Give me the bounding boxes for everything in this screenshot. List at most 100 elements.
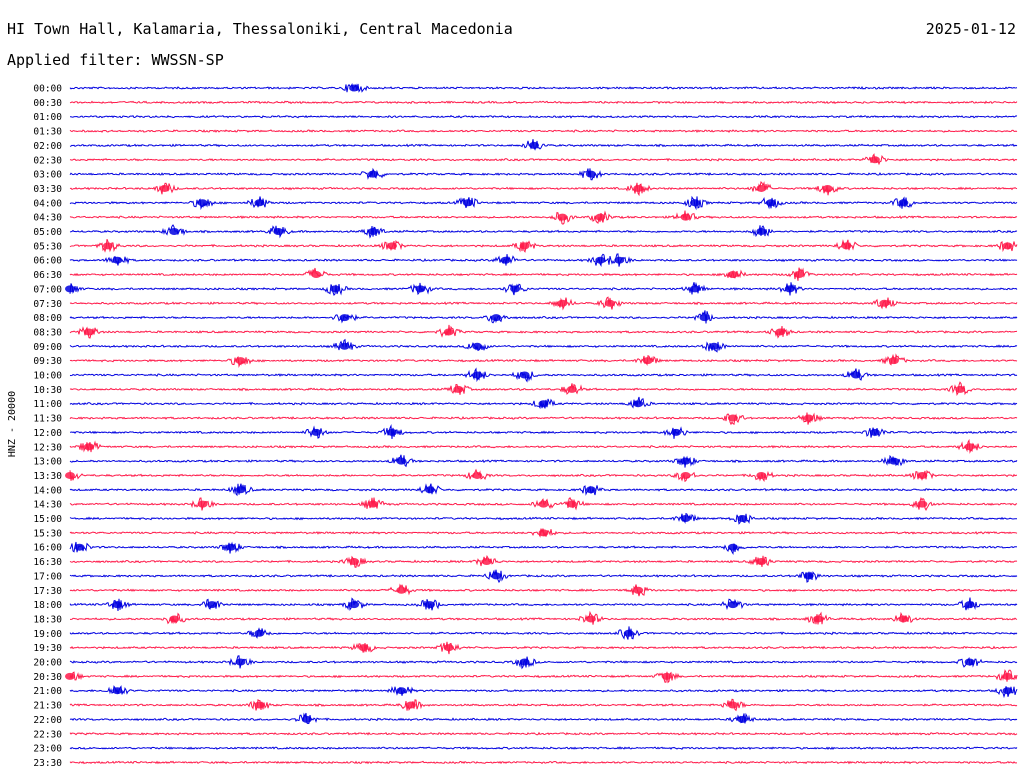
seismic-event-burst <box>680 457 691 465</box>
trace-line <box>69 554 1018 568</box>
seismic-event-burst <box>699 314 710 322</box>
seismic-event-burst <box>254 199 265 207</box>
seismic-event-burst <box>481 558 492 566</box>
time-tick-label: 08:00 <box>33 313 62 324</box>
seismic-event-burst <box>462 199 473 207</box>
seismic-event-burst <box>813 615 824 623</box>
seismic-event-burst <box>888 357 899 365</box>
trace-line <box>69 195 1018 211</box>
time-tick-label: 14:00 <box>33 485 62 496</box>
trace-line <box>69 641 1018 655</box>
seismic-event-burst <box>65 672 75 680</box>
trace-line <box>69 468 1018 483</box>
time-tick-label: 21:30 <box>33 701 62 712</box>
seismic-event-burst <box>851 371 861 379</box>
seismic-event-burst <box>727 414 738 422</box>
seismic-event-burst <box>680 213 691 221</box>
trace-line <box>69 760 1018 765</box>
time-tick-label: 16:00 <box>33 543 62 554</box>
seismic-event-burst <box>633 400 644 408</box>
seismic-event-burst <box>737 715 748 723</box>
seismic-event-burst <box>349 601 360 609</box>
time-tick-label: 01:30 <box>33 127 62 138</box>
time-tick-label: 00:30 <box>33 98 62 109</box>
seismic-event-burst <box>633 184 644 192</box>
seismic-event-burst <box>955 385 966 393</box>
trace-line <box>70 610 1018 625</box>
seismic-event-burst <box>557 213 568 221</box>
time-tick-label: 23:30 <box>33 758 62 769</box>
time-tick-label: 21:00 <box>33 686 62 697</box>
seismic-event-burst <box>642 357 653 365</box>
time-tick-label: 10:00 <box>33 371 62 382</box>
y-axis-label: HNZ - 20000 <box>7 391 18 457</box>
time-tick-label: 17:30 <box>33 586 62 597</box>
trace-line <box>69 224 1018 239</box>
trace-line <box>69 367 1018 383</box>
seismic-event-burst <box>358 644 369 652</box>
time-tick-label: 18:00 <box>33 600 62 611</box>
trace-line <box>69 746 1018 750</box>
seismic-event-burst <box>614 256 625 264</box>
trace-line <box>69 438 1018 454</box>
seismic-event-burst <box>585 170 596 178</box>
seismic-event-burst <box>510 285 521 293</box>
seismic-event-burst <box>74 543 85 551</box>
seismic-event-burst <box>112 256 123 264</box>
seismic-event-burst <box>595 213 606 221</box>
time-tick-label: 05:30 <box>33 241 62 252</box>
seismic-event-burst <box>169 615 180 623</box>
seismic-event-burst <box>396 687 407 695</box>
seismic-event-burst <box>595 256 606 264</box>
trace-line <box>69 338 1018 353</box>
seismic-event-burst <box>396 457 407 465</box>
trace-line <box>69 583 1018 597</box>
trace-line <box>69 381 1018 396</box>
time-tick-label: 15:30 <box>33 528 62 539</box>
seismic-event-burst <box>415 285 426 293</box>
seismic-event-burst <box>349 558 360 566</box>
seismic-event-burst <box>519 658 530 666</box>
time-tick-label: 14:30 <box>33 500 62 511</box>
trace-line <box>69 296 1018 311</box>
time-tick-label: 03:30 <box>33 184 62 195</box>
seismic-event-burst <box>737 515 748 522</box>
time-tick-label: 02:00 <box>33 141 62 152</box>
seismic-event-burst <box>1002 242 1013 250</box>
time-tick-label: 07:30 <box>33 299 62 310</box>
trace-line <box>69 267 1018 281</box>
seismic-event-burst <box>254 629 265 637</box>
seismic-event-burst <box>557 299 568 307</box>
seismic-event-burst <box>368 170 378 178</box>
seismic-event-burst <box>301 715 312 723</box>
trace-line <box>69 100 1018 105</box>
seismic-event-burst <box>756 184 767 192</box>
seismic-event-burst <box>159 184 170 192</box>
time-tick-label: 04:00 <box>33 198 62 209</box>
time-tick-label: 18:30 <box>33 614 62 625</box>
seismic-event-burst <box>65 471 75 479</box>
seismic-event-burst <box>775 328 786 336</box>
seismic-event-burst <box>727 701 738 709</box>
seismic-event-burst <box>680 515 691 522</box>
time-tick-label: 08:30 <box>33 327 62 338</box>
trace-line <box>69 655 1018 670</box>
seismic-event-burst <box>254 701 265 709</box>
trace-line <box>69 282 1018 297</box>
seismic-event-burst <box>491 314 502 322</box>
time-tick-label: 07:00 <box>33 284 62 295</box>
seismic-event-burst <box>623 629 634 637</box>
seismic-event-burst <box>869 156 880 164</box>
trace-line <box>69 324 1018 339</box>
trace-line <box>69 669 1018 684</box>
seismic-event-burst <box>443 644 454 652</box>
trace-line <box>69 253 1018 267</box>
trace-line <box>69 685 1018 699</box>
seismic-event-burst <box>235 357 246 365</box>
trace-rows: 00:00 00:30 01:00 01:30 02:00 02:30 03:00 03:30… <box>33 83 1018 769</box>
time-tick-label: 09:00 <box>33 342 62 353</box>
seismic-event-burst <box>756 228 767 235</box>
seismic-event-burst <box>472 371 483 379</box>
trace-line <box>69 83 1018 93</box>
